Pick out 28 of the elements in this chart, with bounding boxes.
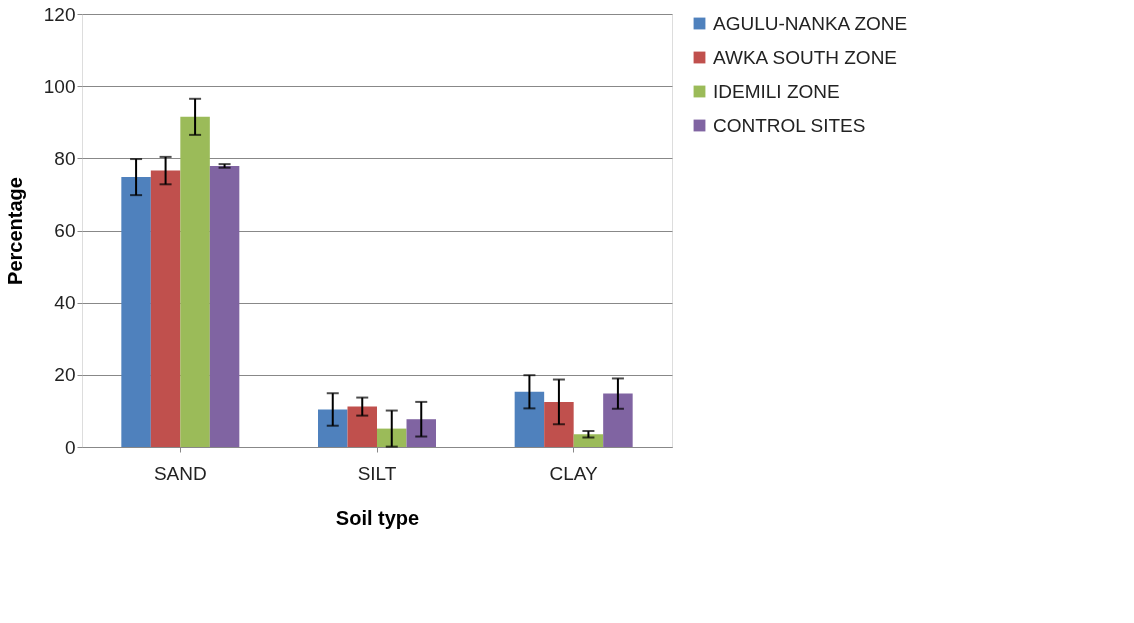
y-tick-label: 60	[54, 220, 76, 241]
x-tick-label: CLAY	[549, 462, 599, 484]
legend-label: AGULU-NANKA ZONE	[713, 12, 908, 34]
bar	[150, 170, 181, 447]
bar	[544, 401, 574, 447]
y-axis-title: Percentage	[3, 177, 26, 285]
bar	[209, 165, 240, 447]
bar	[603, 393, 633, 447]
y-tick-label: 20	[54, 364, 76, 386]
y-tick-label: 120	[43, 3, 76, 25]
bar	[377, 428, 407, 447]
legend-label: IDEMILI ZONE	[713, 80, 840, 102]
legend-label: AWKA SOUTH ZONE	[713, 46, 898, 68]
y-tick-label: 0	[64, 436, 76, 458]
bar	[514, 391, 545, 447]
y-tick-label: 40	[54, 292, 76, 314]
bar	[347, 406, 377, 447]
bar	[318, 409, 348, 447]
bar	[121, 177, 151, 447]
y-tick-label: 100	[43, 75, 76, 97]
y-tick-label: 80	[54, 147, 76, 169]
x-axis-title: Soil type	[335, 506, 420, 529]
legend-label: CONTROL SITES	[713, 114, 866, 136]
bar	[573, 434, 604, 447]
x-tick-label: SAND	[153, 462, 207, 484]
bar	[180, 116, 210, 447]
bar	[406, 419, 436, 447]
x-tick-label: SILT	[357, 462, 397, 484]
